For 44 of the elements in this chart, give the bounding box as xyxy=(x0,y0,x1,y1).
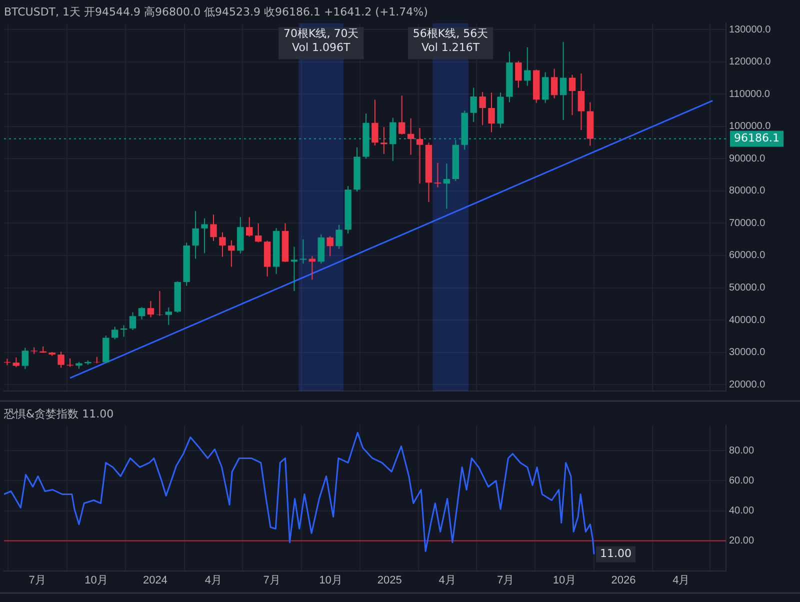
y-tick-label: 30000.0 xyxy=(729,347,766,358)
band-label: 70根K线, 70天 Vol 1.096T xyxy=(284,27,359,54)
chart-title: BTCUSDT, 1天 开94544.9 高96800.0 低94523.9 收96186.1 +1641.2 (+1.74%) xyxy=(4,5,428,18)
x-tick-label: 10月 xyxy=(319,574,342,586)
y-tick-label: 60.00 xyxy=(729,475,754,486)
candlestick xyxy=(219,232,226,258)
chart-title: 恐惧&贪婪指数 11.00 xyxy=(3,407,114,420)
x-tick-label: 2026 xyxy=(611,574,636,586)
candlestick xyxy=(30,346,38,354)
y-tick-label: 40000.0 xyxy=(729,314,766,326)
y-tick-label: 20.00 xyxy=(729,536,754,547)
x-tick-label: 7月 xyxy=(28,574,46,586)
ref-line-label: 96186.1 xyxy=(734,132,780,145)
candlestick xyxy=(506,51,513,103)
candlestick xyxy=(94,356,100,364)
annotation: 11.00 xyxy=(600,547,632,560)
x-tick-label: 7月 xyxy=(263,574,280,586)
y-tick-label: 20000.0 xyxy=(729,379,766,390)
candlestick xyxy=(156,290,164,316)
x-tick-label: 2025 xyxy=(377,574,402,586)
y-tick-label: 80000.0 xyxy=(729,186,766,197)
y-tick-label: 120000.0 xyxy=(729,56,772,68)
y-tick-label: 110000.0 xyxy=(729,88,770,100)
y-tick-label: 50000.0 xyxy=(729,282,766,294)
x-tick-label: 2024 xyxy=(142,574,168,586)
x-tick-label: 10月 xyxy=(552,574,576,586)
candlestick xyxy=(48,351,56,356)
candlestick xyxy=(210,214,217,242)
x-tick-label: 4月 xyxy=(672,574,690,586)
x-tick-label: 10月 xyxy=(84,574,108,586)
y-tick-label: 70000.0 xyxy=(729,218,766,229)
x-tick-label: 4月 xyxy=(204,574,222,586)
x-tick-label: 4月 xyxy=(438,574,456,586)
y-tick-label: 100000.0 xyxy=(729,121,772,132)
band-label: 56根K线, 56天 Vol 1.216T xyxy=(412,27,488,54)
y-tick-label: 60000.0 xyxy=(729,250,766,262)
y-tick-label: 80.00 xyxy=(729,445,754,456)
y-tick-label: 130000.0 xyxy=(729,24,772,36)
x-tick-label: 7月 xyxy=(497,574,514,586)
y-tick-label: 40.00 xyxy=(729,506,754,517)
y-tick-label: 90000.0 xyxy=(729,153,766,164)
candlestick xyxy=(201,218,208,254)
candlestick xyxy=(58,351,64,368)
candlestick xyxy=(84,360,92,366)
